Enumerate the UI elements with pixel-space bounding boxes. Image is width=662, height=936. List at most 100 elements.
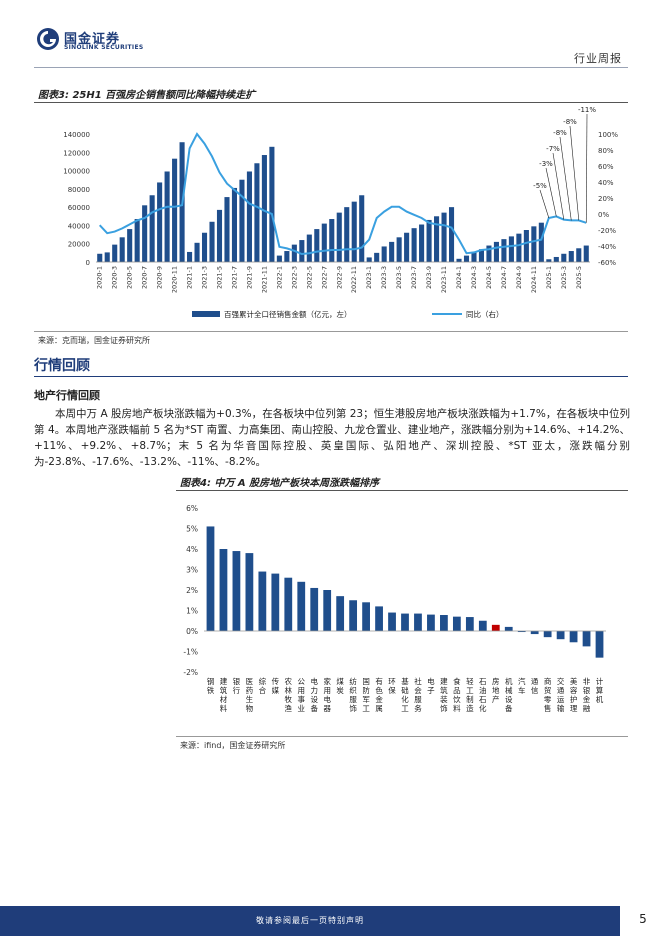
page-number: 5 (639, 912, 647, 926)
sector-bar (336, 596, 345, 631)
sector-bar (452, 616, 461, 631)
x-axis-tick-label: 2021-5 (216, 266, 224, 289)
sales-bar (321, 223, 327, 262)
category-label: 医药生物 (246, 677, 254, 713)
annotation-leader (585, 113, 588, 223)
sector-bar (310, 587, 319, 631)
x-axis-tick-label: 2023-7 (410, 266, 418, 289)
category-label: 银行 (233, 677, 241, 695)
legend-bar-label: 百强累计全口径销售金额（亿元，左） (224, 309, 352, 319)
category-label: 传媒 (272, 676, 280, 695)
sales-bar (396, 237, 402, 262)
y-axis-tick-label: 3% (186, 566, 198, 575)
x-axis-tick-label: 2023-5 (395, 266, 403, 289)
figure4-source: 来源：ifind，国金证券研究所 (180, 741, 286, 750)
sales-bar (246, 171, 252, 262)
left-axis-tick-label: 40000 (68, 222, 90, 230)
sector-bar (595, 631, 604, 658)
sales-bar (239, 179, 245, 262)
category-label: 钢铁 (207, 676, 215, 695)
yoy-annotation-label: -5% (533, 182, 547, 190)
x-axis-tick-label: 2021-7 (230, 266, 238, 289)
sector-bar (258, 571, 267, 631)
sales-bar (508, 236, 514, 262)
right-axis-tick-label: 60% (598, 163, 614, 171)
sales-bar (284, 251, 290, 262)
x-axis-tick-label: 2021-9 (245, 266, 253, 289)
category-label: 轻工制造 (466, 676, 474, 713)
sales-bar (314, 229, 320, 262)
sales-bar (216, 209, 223, 262)
sales-bar (389, 241, 395, 262)
sales-bar (164, 171, 170, 262)
sector-bar (245, 553, 254, 631)
category-label: 通信 (531, 676, 539, 695)
x-axis-tick-label: 2023-3 (380, 266, 388, 289)
category-label: 美容护理 (570, 676, 578, 713)
sales-bar (478, 249, 485, 262)
sales-bar (576, 248, 582, 262)
x-axis-tick-label: 2021-11 (260, 266, 268, 293)
x-axis-tick-label: 2021-3 (201, 266, 209, 289)
sales-bar (97, 253, 103, 262)
logo-name-cn: 国金证券 (64, 32, 121, 47)
category-label: 房地产 (492, 676, 500, 704)
right-axis-tick-label: 100% (598, 131, 618, 139)
y-axis-tick-label: 5% (186, 525, 198, 534)
sales-bar (411, 228, 417, 262)
sales-bar (336, 212, 342, 262)
sales-bar (299, 240, 305, 262)
sector-bar (284, 577, 293, 631)
footer-disclaimer: 敬请参阅最后一页特别声明 (256, 916, 364, 925)
category-label: 计算机 (596, 676, 604, 704)
right-axis-tick-label: -60% (598, 259, 616, 267)
right-axis-tick-label: 40% (598, 179, 614, 187)
y-axis-tick-label: -1% (183, 648, 198, 657)
x-axis-tick-label: 2022-7 (320, 266, 328, 289)
sales-bar (381, 246, 387, 262)
x-axis-tick-label: 2024-9 (515, 266, 523, 289)
x-axis-tick-label: 2020-3 (111, 266, 119, 289)
figure3-title: 图表3: 25H1 百强房企销售额同比降幅持续走扩 (38, 90, 256, 101)
category-label: 煤炭 (336, 676, 344, 695)
figure4-bottom-rule (176, 736, 628, 737)
x-axis-tick-label: 2022-11 (350, 266, 358, 293)
sector-bar (362, 602, 370, 631)
x-axis-tick-label: 2023-9 (425, 266, 433, 289)
figure4-top-rule (176, 490, 628, 491)
sector-bar (414, 613, 422, 631)
yoy-annotation-label: -3% (539, 160, 553, 168)
x-axis-tick-label: 2020-5 (126, 266, 134, 289)
sector-bar (440, 615, 448, 631)
sales-bar (157, 182, 163, 262)
sector-bar (297, 581, 306, 631)
sales-bar (231, 187, 238, 262)
x-axis-tick-label: 2025-5 (575, 266, 583, 289)
sector-bar (504, 626, 513, 631)
sector-bar (401, 613, 409, 631)
y-axis-tick-label: 1% (186, 607, 198, 616)
x-axis-tick-label: 2024-7 (500, 266, 508, 289)
sector-bar (206, 526, 215, 631)
category-label: 公用事业 (298, 677, 306, 713)
x-axis-tick-label: 2023-11 (440, 266, 448, 293)
sector-bar (323, 590, 332, 631)
category-label: 农林牧渔 (285, 676, 293, 713)
category-label: 社会服务 (414, 676, 422, 713)
left-axis-tick-label: 120000 (63, 149, 90, 157)
legend-bar-swatch (192, 311, 220, 317)
sector-bar (465, 617, 474, 631)
sector-bar (517, 631, 526, 633)
sales-bar (201, 232, 208, 262)
sales-bar (112, 244, 118, 262)
yoy-annotation-label: -7% (546, 145, 560, 153)
sales-bar (471, 251, 477, 262)
sales-bar (463, 255, 470, 262)
sector-bar (219, 549, 228, 631)
left-axis-tick-label: 80000 (68, 186, 90, 194)
sales-yoy-chart: 0 20000 40000 60000 80000 100000 120000 140000 -… (63, 106, 618, 319)
left-axis-tick-label: 60000 (68, 204, 90, 212)
annotation-leader (545, 167, 557, 217)
footer-bar (0, 906, 620, 936)
x-axis-tick-label: 2020-11 (171, 266, 179, 293)
